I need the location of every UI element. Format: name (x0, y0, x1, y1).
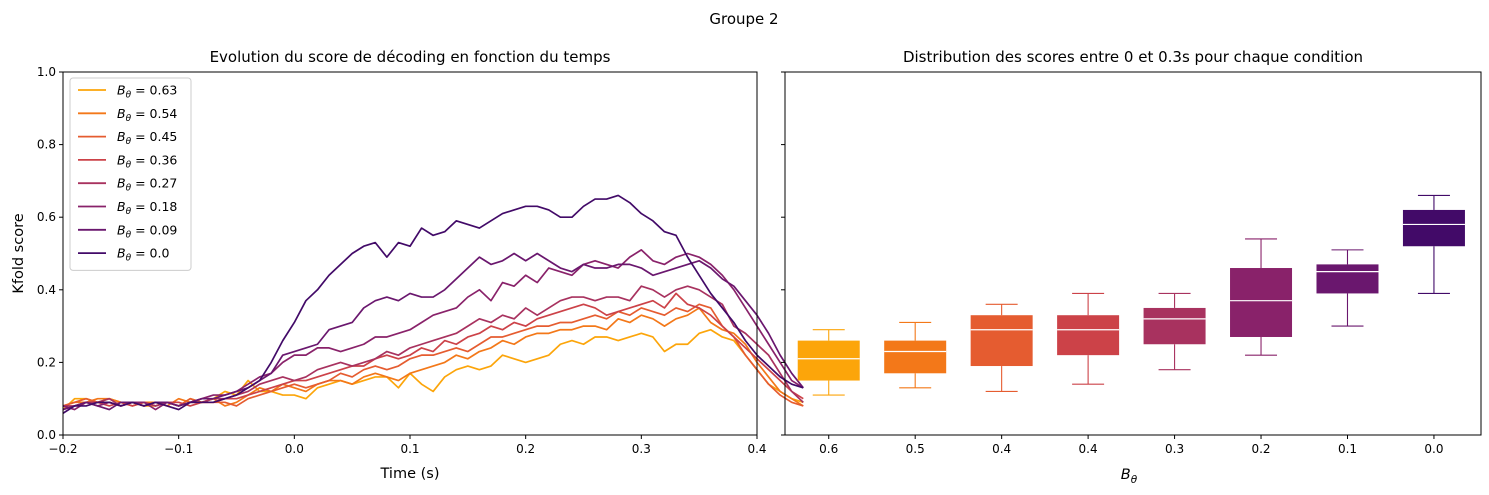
legend-symbol: B (117, 106, 126, 121)
box-chart-boxes (797, 194, 1465, 396)
legend-value: = 0.54 (131, 106, 177, 121)
y-tick-label: 0.6 (37, 210, 56, 224)
line-chart-panel: Evolution du score de décoding en foncti… (11, 48, 804, 482)
legend-entry: Bθ = 0.54 (117, 106, 177, 124)
legend-value: = 0.45 (131, 129, 177, 144)
x-tick-label: 0.2 (1251, 442, 1270, 456)
x-tick-label: 0.1 (400, 442, 419, 456)
legend-value: = 0.0 (131, 246, 169, 261)
line-chart-series-group (62, 194, 804, 414)
series-line-0.18 (62, 249, 804, 411)
x-tick-label: 0.3 (1165, 442, 1184, 456)
line-chart-title: Evolution du score de décoding en foncti… (210, 48, 611, 66)
legend-value: = 0.18 (131, 199, 177, 214)
box-7 (1402, 194, 1465, 294)
box-5 (1230, 238, 1293, 356)
y-tick-label: 0.8 (37, 138, 56, 152)
legend-entry: Bθ = 0.45 (117, 129, 177, 147)
legend-symbol-subscript: θ (126, 137, 132, 147)
legend-symbol: B (117, 152, 126, 167)
box-chart-x-label-subscript: θ (1131, 474, 1138, 486)
y-tick-label: 0.2 (37, 355, 56, 369)
x-tick-label: 0.0 (1424, 442, 1443, 456)
y-tick-label: 1.0 (37, 65, 56, 79)
legend-symbol: B (117, 246, 126, 261)
box-3 (1057, 292, 1120, 385)
x-tick-label: −0.1 (164, 442, 193, 456)
line-chart-ticks: −0.2 −0.1 0.0 0.1 0.2 0.3 0.4 0.0 0.2 0.4 0.6 0.8 1.… (37, 65, 767, 456)
legend-value: = 0.36 (131, 152, 177, 167)
legend-symbol-subscript: θ (126, 254, 132, 264)
box-body (884, 340, 947, 374)
legend-symbol-subscript: θ (126, 230, 132, 240)
legend-symbol: B (117, 176, 126, 191)
legend-symbol-subscript: θ (126, 184, 132, 194)
x-tick-label: 0.2 (516, 442, 535, 456)
line-chart-x-label: Time (s) (380, 466, 440, 482)
y-tick-label: 0.0 (37, 428, 56, 442)
legend-symbol-subscript: θ (126, 91, 132, 101)
box-body (970, 315, 1033, 367)
legend-entry: Bθ = 0.27 (117, 176, 177, 194)
figure-title: Groupe 2 (709, 10, 778, 28)
box-chart-x-label: Bθ (1121, 467, 1138, 486)
box-body (1143, 307, 1206, 345)
legend-value: = 0.09 (131, 222, 177, 237)
x-tick-label: 0.6 (819, 442, 838, 456)
legend-symbol: B (117, 83, 126, 98)
legend-entry: Bθ = 0.0 (117, 246, 169, 264)
box-chart-ticks: 0.6 0.5 0.4 0.4 0.3 0.2 0.1 0.0 (781, 71, 1443, 456)
series-line-0.27 (63, 285, 804, 407)
box-body (1057, 315, 1120, 356)
x-tick-label: 0.5 (906, 442, 925, 456)
x-tick-label: 0.1 (1338, 442, 1357, 456)
legend-symbol: B (117, 222, 126, 237)
legend-symbol: B (117, 199, 126, 214)
x-tick-label: 0.0 (285, 442, 304, 456)
legend-entry: Bθ = 0.63 (117, 83, 177, 101)
legend-value: = 0.63 (131, 83, 177, 98)
x-tick-label: 0.4 (1079, 442, 1098, 456)
series-line-0.63 (62, 328, 804, 411)
legend-entry: Bθ = 0.18 (117, 199, 177, 217)
box-4 (1143, 292, 1206, 371)
box-6 (1316, 249, 1379, 327)
box-body (1230, 268, 1293, 337)
legend-value: = 0.27 (131, 176, 177, 191)
legend-entry: Bθ = 0.36 (117, 152, 177, 170)
y-tick-label: 0.4 (37, 283, 56, 297)
x-tick-label: 0.4 (992, 442, 1011, 456)
legend-symbol: B (117, 129, 126, 144)
box-chart-panel: Distribution des scores entre 0 et 0.3s … (781, 48, 1482, 486)
legend-symbol-subscript: θ (126, 207, 132, 217)
legend-symbol-subscript: θ (126, 160, 132, 170)
series-line-0.09 (62, 252, 804, 411)
legend-symbol-subscript: θ (126, 114, 132, 124)
line-chart-y-label: Kfold score (11, 213, 27, 293)
box-0 (797, 329, 860, 396)
box-body (1402, 209, 1465, 247)
box-body (1316, 264, 1379, 294)
x-tick-label: −0.2 (48, 442, 77, 456)
box-2 (970, 303, 1033, 392)
box-1 (884, 321, 947, 389)
legend-box (69, 77, 192, 271)
box-body (797, 340, 860, 381)
box-chart-frame (784, 71, 1482, 436)
series-line-0.0 (62, 194, 804, 414)
x-tick-label: 0.4 (747, 442, 766, 456)
x-tick-label: 0.3 (632, 442, 651, 456)
series-line-0.45 (62, 303, 804, 407)
line-chart-frame (62, 71, 758, 436)
box-chart-title: Distribution des scores entre 0 et 0.3s … (903, 48, 1363, 66)
legend-entry: Bθ = 0.09 (117, 222, 177, 240)
